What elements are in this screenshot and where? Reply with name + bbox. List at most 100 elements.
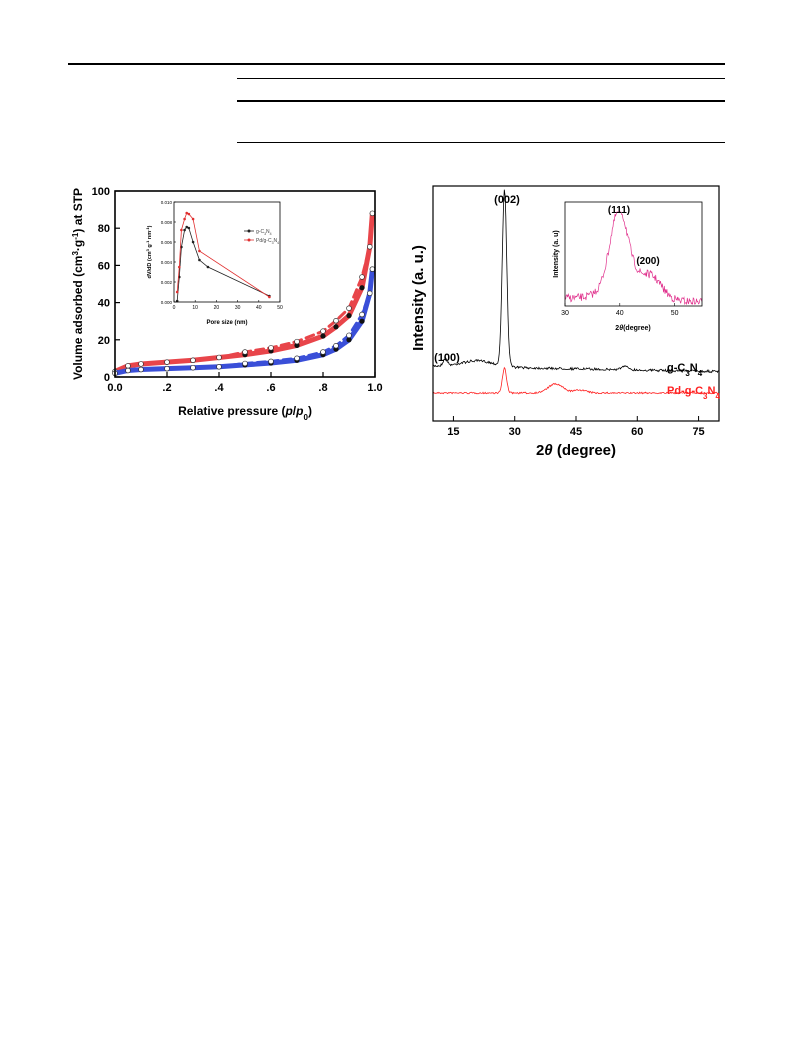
inset2-x-tick-label: 50 [671,310,679,317]
bet-point-open [138,361,144,367]
xrd-x-label: 2θ (degree) [536,442,616,459]
inset1-x-tick-label: 30 [235,305,241,311]
bet-point-open [320,349,326,355]
bet-point-open [359,274,365,280]
bet-point [333,324,339,330]
xrd-trace-pd-g-c3n4 [432,366,719,395]
inset2-x-tick-label: 30 [561,310,569,317]
bet-point-open [216,364,222,370]
peak-label-100: (100) [434,352,460,364]
xrd-x-tick-label: 15 [447,426,459,438]
peak-label-002: (002) [494,194,520,206]
bet-point-open [294,338,300,345]
inset1-x-tick-label: 40 [256,305,262,311]
inset2-y-label: Intensity (a. u) [553,230,560,277]
series-label-pd-g-c3n4: Pd-g-C3N4 [667,385,720,401]
bet-y-label: Volume adsorbed (cm3·g-1) at STP [71,188,86,380]
bet-point-open [320,328,326,334]
bet-point-open [190,357,196,364]
bet-x-tick-label: .2 [162,382,171,394]
inset1-ticks: 0 10 20 30 40 50 0.000 0.002 0.004 0.006 0.008 0.01… [161,200,283,311]
peak-label-111: (111) [608,205,630,216]
inset2-plot-area [564,211,703,306]
legend-marker-pd-g-c3n4 [247,238,251,242]
xrd-inset: 30 40 50 Intensity (a. u) 2θ(degree) (111)… [553,201,703,332]
bet-point-open [367,290,373,297]
xrd-plot-area [432,189,719,395]
bet-y-tick-label: 100 [92,186,110,198]
inset1-point [187,226,191,230]
bet-point-open [216,354,222,361]
bet-y-tick-label: 0 [104,372,110,384]
inset1-y-tick-label: 0.000 [161,300,173,305]
bet-point-open [268,358,274,365]
inset1-point [178,265,181,269]
inset1-y-tick-label: 0.004 [161,260,173,265]
inset1-frame [173,201,281,303]
inset1-point [183,217,186,221]
inset1-x-label: Pore size (nm) [206,320,247,326]
series-label-g-c3n4: g-C3N4 [667,362,703,378]
bet-point-open [359,311,365,318]
inset1-point [185,211,189,215]
bet-point-open [369,210,376,217]
bet-point-open [125,367,131,374]
inset1-x-tick-label: 50 [277,305,283,311]
xrd-chart: 15 30 45 60 75 Intensity (a. u.) 2θ (degree)… [410,185,720,459]
bet-y-tick-label: 60 [98,260,110,272]
legend-label-pd-g-c3n4: Pd/g-C3N4 [256,238,279,245]
xrd-x-tick-label: 75 [692,426,704,438]
bet-point-open [367,244,373,250]
inset1-point [206,265,210,269]
bet-point-open [346,332,352,339]
inset2-ticks: 30 40 50 [561,303,679,317]
bet-point [346,337,352,343]
inset2-x-label: 2θ(degree) [615,325,650,332]
bet-frame [114,190,376,378]
bet-point-open [268,345,274,351]
bet-point [359,285,365,291]
bet-point-open [369,266,376,272]
legend-marker-g-c3n4 [247,229,251,233]
bet-point-open [333,343,339,349]
bet-y-tick-label: 20 [98,335,110,347]
bet-plot-area [112,210,376,377]
bet-x-tick-label: 0.0 [107,382,122,394]
bet-x-tick-label: .4 [214,382,224,394]
inset1-legend: g-C3N4 Pd/g-C3N4 [244,229,279,245]
inset1-x-tick-label: 20 [214,305,220,311]
xrd-y-label: Intensity (a. u.) [410,245,427,351]
table-rule-1 [237,78,725,79]
xrd-trace-g-c3n4 [432,189,719,374]
legend-label-g-c3n4: g-C3N4 [256,229,272,236]
inset2-trace [564,211,703,306]
bet-point [359,318,365,324]
inset1-y-tick-label: 0.010 [161,200,173,205]
inset1-plot-area [175,211,271,303]
inset1-point [198,258,201,262]
bet-x-tick-label: 1.0 [367,382,382,394]
bet-point-open [346,305,352,312]
bet-x-tick-label: .8 [318,382,327,394]
bet-y-tick-label: 80 [98,223,110,235]
bet-point-open [138,366,144,373]
bet-isotherm-chart: 0.0 .2 .4 .6 .8 1.0 0 20 40 60 80 100 Volume adsorb… [71,186,383,422]
inset1-point [183,228,186,232]
bet-point [294,342,300,348]
inset1-x-tick-label: 10 [192,305,198,311]
inset1-point [187,212,191,216]
bet-point-open [125,363,131,369]
xrd-ticks: 15 30 45 60 75 [447,416,705,438]
bet-point-open [242,349,248,355]
bet-point-open [190,364,196,371]
bet-ticks: 0.0 .2 .4 .6 .8 1.0 0 20 40 60 80 100 [92,186,383,394]
inset2-x-tick-label: 40 [616,310,624,317]
inset1-point [191,217,195,221]
xrd-x-tick-label: 45 [570,426,582,438]
bet-point-open [242,360,248,367]
bet-point-open [333,318,339,324]
inset1-point [191,240,195,244]
bet-x-tick-label: .6 [266,382,275,394]
inset2-frame [564,201,703,307]
pore-size-inset: 0 10 20 30 40 50 0.000 0.002 0.004 0.006 0.008 0.01… [145,200,283,326]
